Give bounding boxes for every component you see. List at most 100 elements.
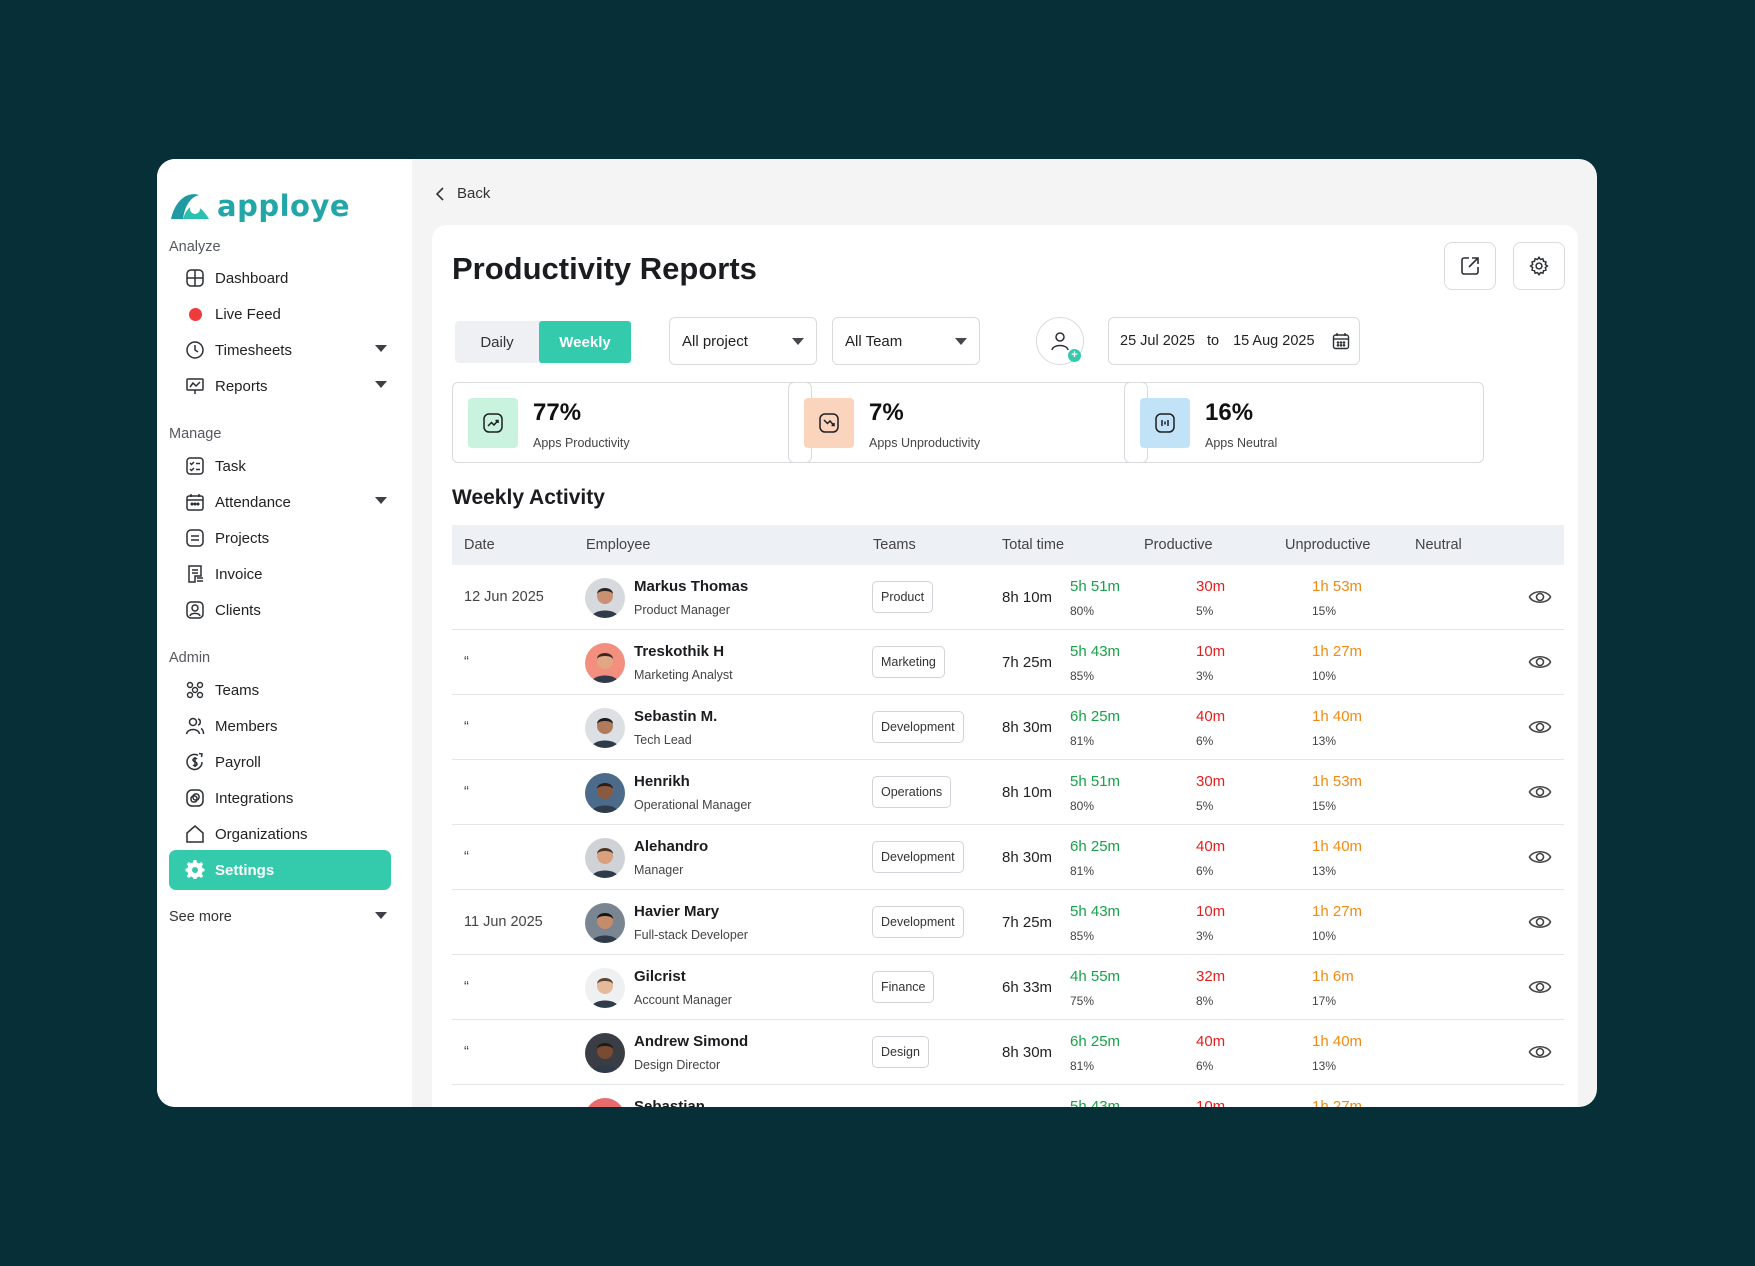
row-date: 12 Jun 2025 bbox=[464, 589, 544, 605]
employee-name: Andrew Simond bbox=[634, 1033, 749, 1050]
avatar bbox=[585, 838, 625, 878]
sidebar-item-payroll[interactable]: Payroll bbox=[169, 742, 391, 782]
table-row[interactable]: Sebastian 5h 43m 10m 1h 27m bbox=[452, 1085, 1564, 1107]
table-row[interactable]: “ Gilcrist Account Manager Finance 6h 33m 4h … bbox=[452, 955, 1564, 1020]
teams-icon bbox=[185, 680, 205, 700]
sidebar-item-projects[interactable]: Projects bbox=[169, 518, 391, 558]
total-time: 6h 33m bbox=[1002, 979, 1053, 996]
sidebar-item-live-feed[interactable]: Live Feed bbox=[169, 294, 391, 334]
sidebar-item-label: Dashboard bbox=[215, 269, 289, 287]
sidebar-item-organizations[interactable]: Organizations bbox=[169, 814, 391, 854]
sidebar-item-reports[interactable]: Reports bbox=[169, 366, 391, 406]
row-date: 11 Jun 2025 bbox=[464, 914, 543, 930]
chevron-down-icon[interactable] bbox=[375, 497, 387, 504]
eye-icon[interactable] bbox=[1528, 847, 1552, 872]
eye-icon[interactable] bbox=[1528, 587, 1552, 612]
sidebar-item-label: Live Feed bbox=[215, 305, 281, 323]
table-row[interactable]: 11 Jun 2025 Havier Mary Full-stack Develop… bbox=[452, 890, 1564, 955]
table-row[interactable]: “ Alehandro Manager Development 8h 30m 6h 25m… bbox=[452, 825, 1564, 890]
neutral-time: 1h 40m bbox=[1312, 1033, 1363, 1050]
member-select-button[interactable]: + bbox=[1036, 317, 1084, 365]
sidebar-item-integrations[interactable]: Integrations bbox=[169, 778, 391, 818]
chevron-down-icon[interactable] bbox=[375, 345, 387, 352]
table-row[interactable]: 12 Jun 2025 Markus Thomas Product Manager P… bbox=[452, 565, 1564, 630]
eye-icon[interactable] bbox=[1528, 977, 1552, 1002]
row-date: “ bbox=[464, 849, 469, 865]
projects-icon bbox=[185, 528, 205, 548]
eye-icon[interactable] bbox=[1528, 1042, 1552, 1067]
neutral-percent: 13% bbox=[1312, 734, 1337, 748]
table-row[interactable]: “ Andrew Simond Design Director Design 8h 30… bbox=[452, 1020, 1564, 1085]
trend-down-icon bbox=[804, 398, 854, 448]
employee-role: Product Manager bbox=[634, 603, 730, 617]
employee-role: Design Director bbox=[634, 1058, 721, 1072]
settings-button[interactable] bbox=[1513, 242, 1565, 290]
plus-icon: + bbox=[1068, 349, 1081, 362]
sidebar-item-label: Task bbox=[215, 457, 246, 475]
team-badge: Development bbox=[872, 841, 964, 873]
unproductive-percent: 6% bbox=[1196, 1059, 1214, 1073]
column-header-neutral: Neutral bbox=[1415, 537, 1462, 553]
date-range-picker[interactable]: 25 Jul 2025 to 15 Aug 2025 bbox=[1108, 317, 1360, 365]
stat-label: Apps Productivity bbox=[533, 436, 630, 450]
chevron-down-icon[interactable] bbox=[375, 912, 387, 919]
sidebar-item-dashboard[interactable]: Dashboard bbox=[169, 258, 391, 298]
team-select[interactable]: All Team bbox=[832, 317, 980, 365]
back-button[interactable]: Back bbox=[435, 185, 490, 202]
sidebar-item-teams[interactable]: Teams bbox=[169, 670, 391, 710]
sidebar-item-label: Timesheets bbox=[215, 341, 292, 359]
employee-name: Treskothik H bbox=[634, 643, 725, 660]
neutral-percent: 13% bbox=[1312, 864, 1337, 878]
sidebar-item-clients[interactable]: Clients bbox=[169, 590, 391, 630]
unproductive-percent: 8% bbox=[1196, 994, 1214, 1008]
daily-tab[interactable]: Daily bbox=[480, 333, 514, 351]
neutral-time: 1h 6m bbox=[1312, 968, 1354, 985]
eye-icon[interactable] bbox=[1528, 717, 1552, 742]
row-date: “ bbox=[464, 1044, 469, 1060]
stat-value: 77% bbox=[533, 399, 582, 426]
eye-icon[interactable] bbox=[1528, 782, 1552, 807]
unproductive-percent: 5% bbox=[1196, 604, 1214, 618]
project-select[interactable]: All project bbox=[669, 317, 817, 365]
unproductive-percent: 3% bbox=[1196, 669, 1214, 683]
total-time: 7h 25m bbox=[1002, 654, 1053, 671]
neutral-percent: 10% bbox=[1312, 669, 1337, 683]
avatar bbox=[585, 773, 625, 813]
logo[interactable]: apploye bbox=[169, 189, 350, 223]
stat-value: 7% bbox=[869, 399, 904, 426]
table-row[interactable]: “ Henrikh Operational Manager Operations 8h … bbox=[452, 760, 1564, 825]
sidebar-item-task[interactable]: Task bbox=[169, 446, 391, 486]
weekly-tab[interactable]: Weekly bbox=[539, 321, 631, 363]
dashboard-icon bbox=[185, 268, 205, 288]
sidebar-item-attendance[interactable]: Attendance bbox=[169, 482, 391, 522]
productive-percent: 75% bbox=[1070, 994, 1095, 1008]
sidebar-item-label: Members bbox=[215, 717, 278, 735]
team-badge: Development bbox=[872, 711, 964, 743]
neutral-time: 1h 27m bbox=[1312, 903, 1363, 920]
unproductive-time: 40m bbox=[1196, 838, 1226, 855]
chevron-down-icon[interactable] bbox=[375, 381, 387, 388]
productive-time: 5h 43m bbox=[1070, 1098, 1121, 1107]
see-more-toggle[interactable]: See more bbox=[169, 897, 391, 937]
productive-percent: 85% bbox=[1070, 669, 1095, 683]
date-from: 25 Jul 2025 bbox=[1120, 333, 1195, 349]
sidebar-item-members[interactable]: Members bbox=[169, 706, 391, 746]
export-button[interactable] bbox=[1444, 242, 1496, 290]
sidebar-item-invoice[interactable]: Invoice bbox=[169, 554, 391, 594]
table-row[interactable]: “ Sebastin M. Tech Lead Development 8h 30m 6h… bbox=[452, 695, 1564, 760]
eye-icon[interactable] bbox=[1528, 652, 1552, 677]
productive-time: 4h 55m bbox=[1070, 968, 1121, 985]
table-row[interactable]: “ Treskothik H Marketing Analyst Marketing 7… bbox=[452, 630, 1564, 695]
sidebar-item-settings[interactable]: Settings bbox=[169, 850, 391, 890]
avatar bbox=[585, 578, 625, 618]
sidebar-item-timesheets[interactable]: Timesheets bbox=[169, 330, 391, 370]
sidebar-item-label: Projects bbox=[215, 529, 270, 547]
sidebar: apploye Analyze Dashboard Live Feed Time… bbox=[157, 159, 412, 1107]
calendar-icon bbox=[185, 492, 205, 512]
unproductive-time: 30m bbox=[1196, 773, 1226, 790]
eye-icon[interactable] bbox=[1528, 912, 1552, 937]
export-icon bbox=[1461, 257, 1479, 275]
sidebar-item-label: Clients bbox=[215, 601, 261, 619]
unproductive-time: 10m bbox=[1196, 643, 1226, 660]
employee-name: Alehandro bbox=[634, 838, 709, 855]
